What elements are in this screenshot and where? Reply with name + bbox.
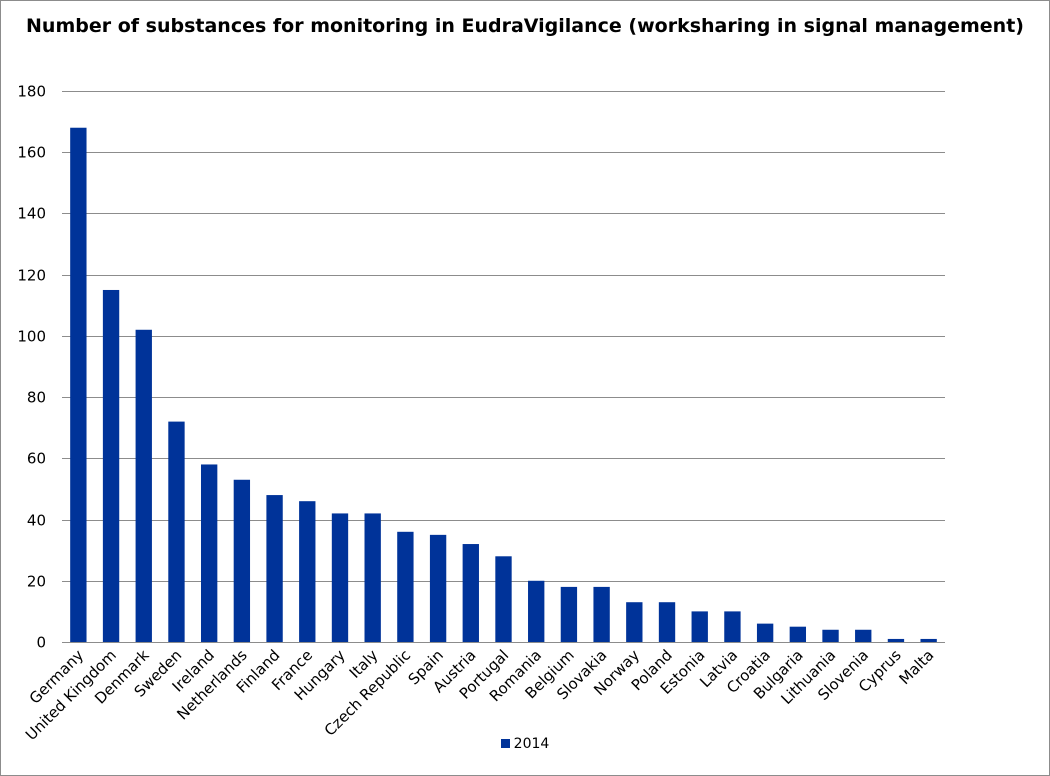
y-tick-label: 60 — [27, 450, 46, 468]
x-category-label: Malta — [895, 646, 937, 688]
y-tick-label: 100 — [17, 328, 46, 346]
bar-malta — [920, 638, 937, 642]
bar-portugal — [495, 556, 512, 642]
legend-label-2014: 2014 — [513, 736, 550, 752]
legend: 2014 — [0, 736, 1050, 752]
bar-austria — [462, 544, 479, 642]
legend-swatch-2014 — [500, 739, 510, 748]
bar-slovakia — [593, 586, 610, 642]
y-tick-label: 140 — [17, 205, 46, 223]
bar-croatia — [756, 623, 774, 642]
bar-finland — [266, 495, 283, 642]
bar-romania — [528, 580, 545, 642]
bar-czech-republic — [397, 531, 414, 642]
bar-netherlands — [233, 479, 251, 642]
bar-hungary — [331, 513, 349, 642]
bar-ireland — [200, 464, 218, 642]
gridlines — [62, 91, 945, 643]
bar-italy — [364, 513, 381, 642]
y-tick-label: 0 — [36, 634, 46, 652]
y-tick-label: 120 — [17, 267, 46, 285]
bar-bulgaria — [789, 626, 807, 642]
y-tick-label: 80 — [27, 389, 46, 407]
bar-norway — [626, 602, 643, 642]
bars — [70, 127, 937, 643]
bar-denmark — [135, 329, 152, 642]
bar-cyprus — [887, 638, 905, 642]
bar-latvia — [724, 611, 741, 642]
bar-estonia — [691, 611, 708, 642]
bar-slovenia — [855, 629, 872, 642]
bar-lithuania — [822, 629, 839, 642]
bar-united-kingdom — [102, 289, 120, 642]
bar-spain — [429, 534, 447, 642]
bar-france — [299, 501, 316, 642]
y-tick-label: 160 — [17, 144, 46, 162]
y-axis-tick-labels: 0 20 40 60 80 100 120 140 160 180 — [17, 83, 46, 652]
y-tick-label: 40 — [27, 512, 46, 530]
bar-belgium — [560, 586, 578, 642]
chart-title: Number of substances for monitoring in E… — [26, 15, 1024, 37]
y-tick-label: 20 — [27, 573, 46, 591]
y-tick-label: 180 — [17, 83, 46, 101]
bar-sweden — [168, 421, 185, 642]
bar-poland — [658, 602, 676, 642]
bar-germany — [70, 127, 87, 643]
